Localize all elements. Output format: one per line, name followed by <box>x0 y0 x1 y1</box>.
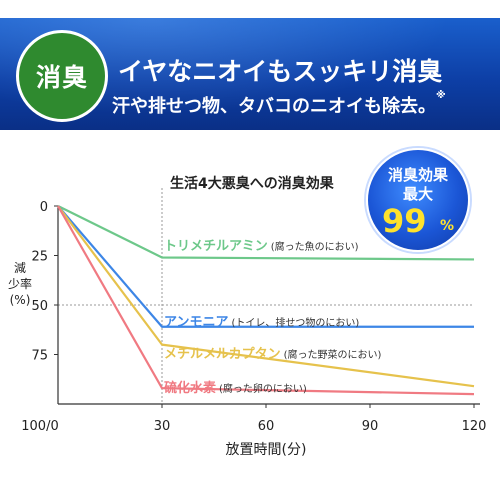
series-line-ammonia <box>57 205 474 328</box>
y-axis-label-part: 少率 <box>8 276 32 291</box>
y-tick-label: 0 <box>40 200 48 215</box>
seal-number: 99 <box>382 202 427 240</box>
subline-text: 汗や排せつ物、タバコのニオイも除去。 <box>112 96 436 117</box>
series-line-methylmercaptan <box>57 205 475 388</box>
x-axis-label: 放置時間(分) <box>226 442 307 458</box>
footnote-mark: ※ <box>436 90 446 101</box>
deodorize-badge: 消臭 <box>16 30 108 122</box>
series-note-hydrogen_sulfide: (腐った卵のにおい) <box>219 382 307 395</box>
series-label-ammonia: アンモニア (トイレ、排せつ物のにおい) <box>164 315 359 330</box>
series-name-ammonia: アンモニア <box>164 315 228 330</box>
series-line-hydrogen_sulfide <box>57 205 475 396</box>
label-layer: トリメチルアミン (腐った魚のにおい) アンモニア (トイレ、排せつ物のにおい) メチル… <box>164 239 382 396</box>
y-axis-label: 減少率 (%) <box>8 260 32 307</box>
series-name-trimethylamine: トリメチルアミン <box>164 239 268 254</box>
y-axis-label-part: 減 <box>14 260 26 275</box>
series-line-trimethylamine <box>57 205 475 261</box>
seal-line2: 最大 <box>402 185 433 203</box>
seal-line1: 消臭効果 <box>387 166 448 184</box>
y-tick-label: 50 <box>31 299 48 314</box>
deodorize-badge-label: 消臭 <box>35 63 88 92</box>
series-note-trimethylamine: (腐った魚のにおい) <box>271 240 359 253</box>
origin-label: 100/0 <box>21 419 58 434</box>
x-tick-label: 30 <box>154 419 171 434</box>
series-note-ammonia: (トイレ、排せつ物のにおい) <box>231 316 359 329</box>
x-tick-label: 120 <box>462 419 487 434</box>
series-label-hydrogen_sulfide: 硫化水素 (腐った卵のにおい) <box>164 380 307 396</box>
series-label-trimethylamine: トリメチルアミン (腐った魚のにおい) <box>164 239 359 254</box>
series-note-methylmercaptan: (腐った野菜のにおい) <box>284 348 382 361</box>
y-tick-label: 75 <box>31 349 48 364</box>
axis-layer: 0 25 50 75 100/0 30 60 90 120 放置時間(分) 減少率 (%) <box>8 200 486 458</box>
chart-title: 生活4大悪臭への消臭効果 <box>170 175 335 192</box>
y-tick-label: 25 <box>31 250 48 265</box>
series-name-methylmercaptan: メチルメルカプタン <box>164 347 281 362</box>
y-axis-label-part: (%) <box>10 293 31 307</box>
seal-percent: % <box>440 218 455 234</box>
x-tick-label: 90 <box>362 419 379 434</box>
grid-layer <box>58 188 474 404</box>
subline: 汗や排せつ物、タバコのニオイも除去。※ <box>112 90 498 118</box>
series-label-methylmercaptan: メチルメルカプタン (腐った野菜のにおい) <box>164 347 382 362</box>
headline: イヤなニオイもスッキリ消臭 <box>118 57 443 86</box>
series-name-hydrogen_sulfide: 硫化水素 <box>164 380 216 396</box>
x-tick-label: 60 <box>258 419 275 434</box>
max-effect-seal: 消臭効果 最大 99 % <box>366 148 470 252</box>
series-layer <box>57 205 475 396</box>
